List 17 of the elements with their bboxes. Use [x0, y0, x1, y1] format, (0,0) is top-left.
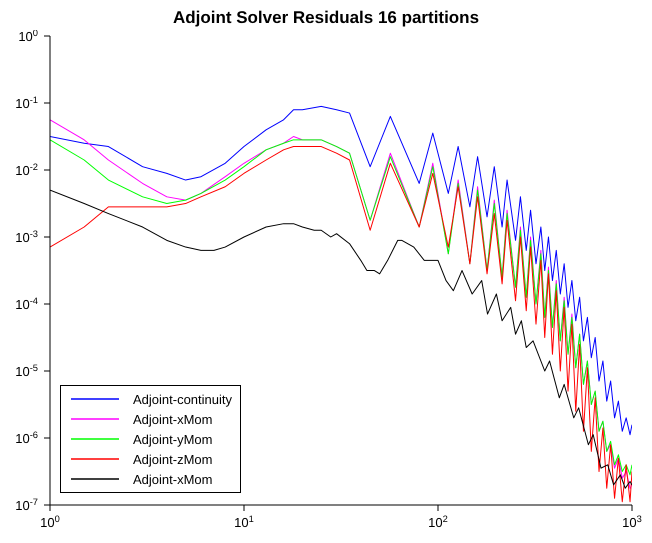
y-tick-label: 10$^{-7}$ — [15, 497, 38, 513]
legend-label: Adjoint-yMom — [133, 432, 212, 446]
y-tick-label: 10$^{-6}$ — [15, 430, 38, 446]
x-tick-label: 10$^{2}$ — [428, 514, 448, 530]
legend-label: Adjoint-continuity — [133, 392, 232, 406]
y-tick-label: 10$^{-5}$ — [15, 363, 38, 379]
legend-label: Adjoint-xMom — [133, 412, 212, 426]
y-tick-label: 10$^{-3}$ — [15, 229, 38, 245]
chart-title: Adjoint Solver Residuals 16 partitions — [172, 8, 480, 27]
y-tick-label: 10$^{-1}$ — [15, 95, 38, 111]
x-tick-label: 10$^{3}$ — [622, 514, 642, 530]
legend-label: Adjoint-zMom — [133, 452, 212, 466]
x-tick-label: 10$^{0}$ — [40, 514, 60, 530]
y-tick-label: 10$^{-2}$ — [15, 162, 38, 178]
legend-label: Adjoint-xMom — [133, 472, 212, 486]
x-tick-label: 10$^{1}$ — [234, 514, 254, 530]
y-tick-label: 10$^{-4}$ — [15, 296, 38, 312]
